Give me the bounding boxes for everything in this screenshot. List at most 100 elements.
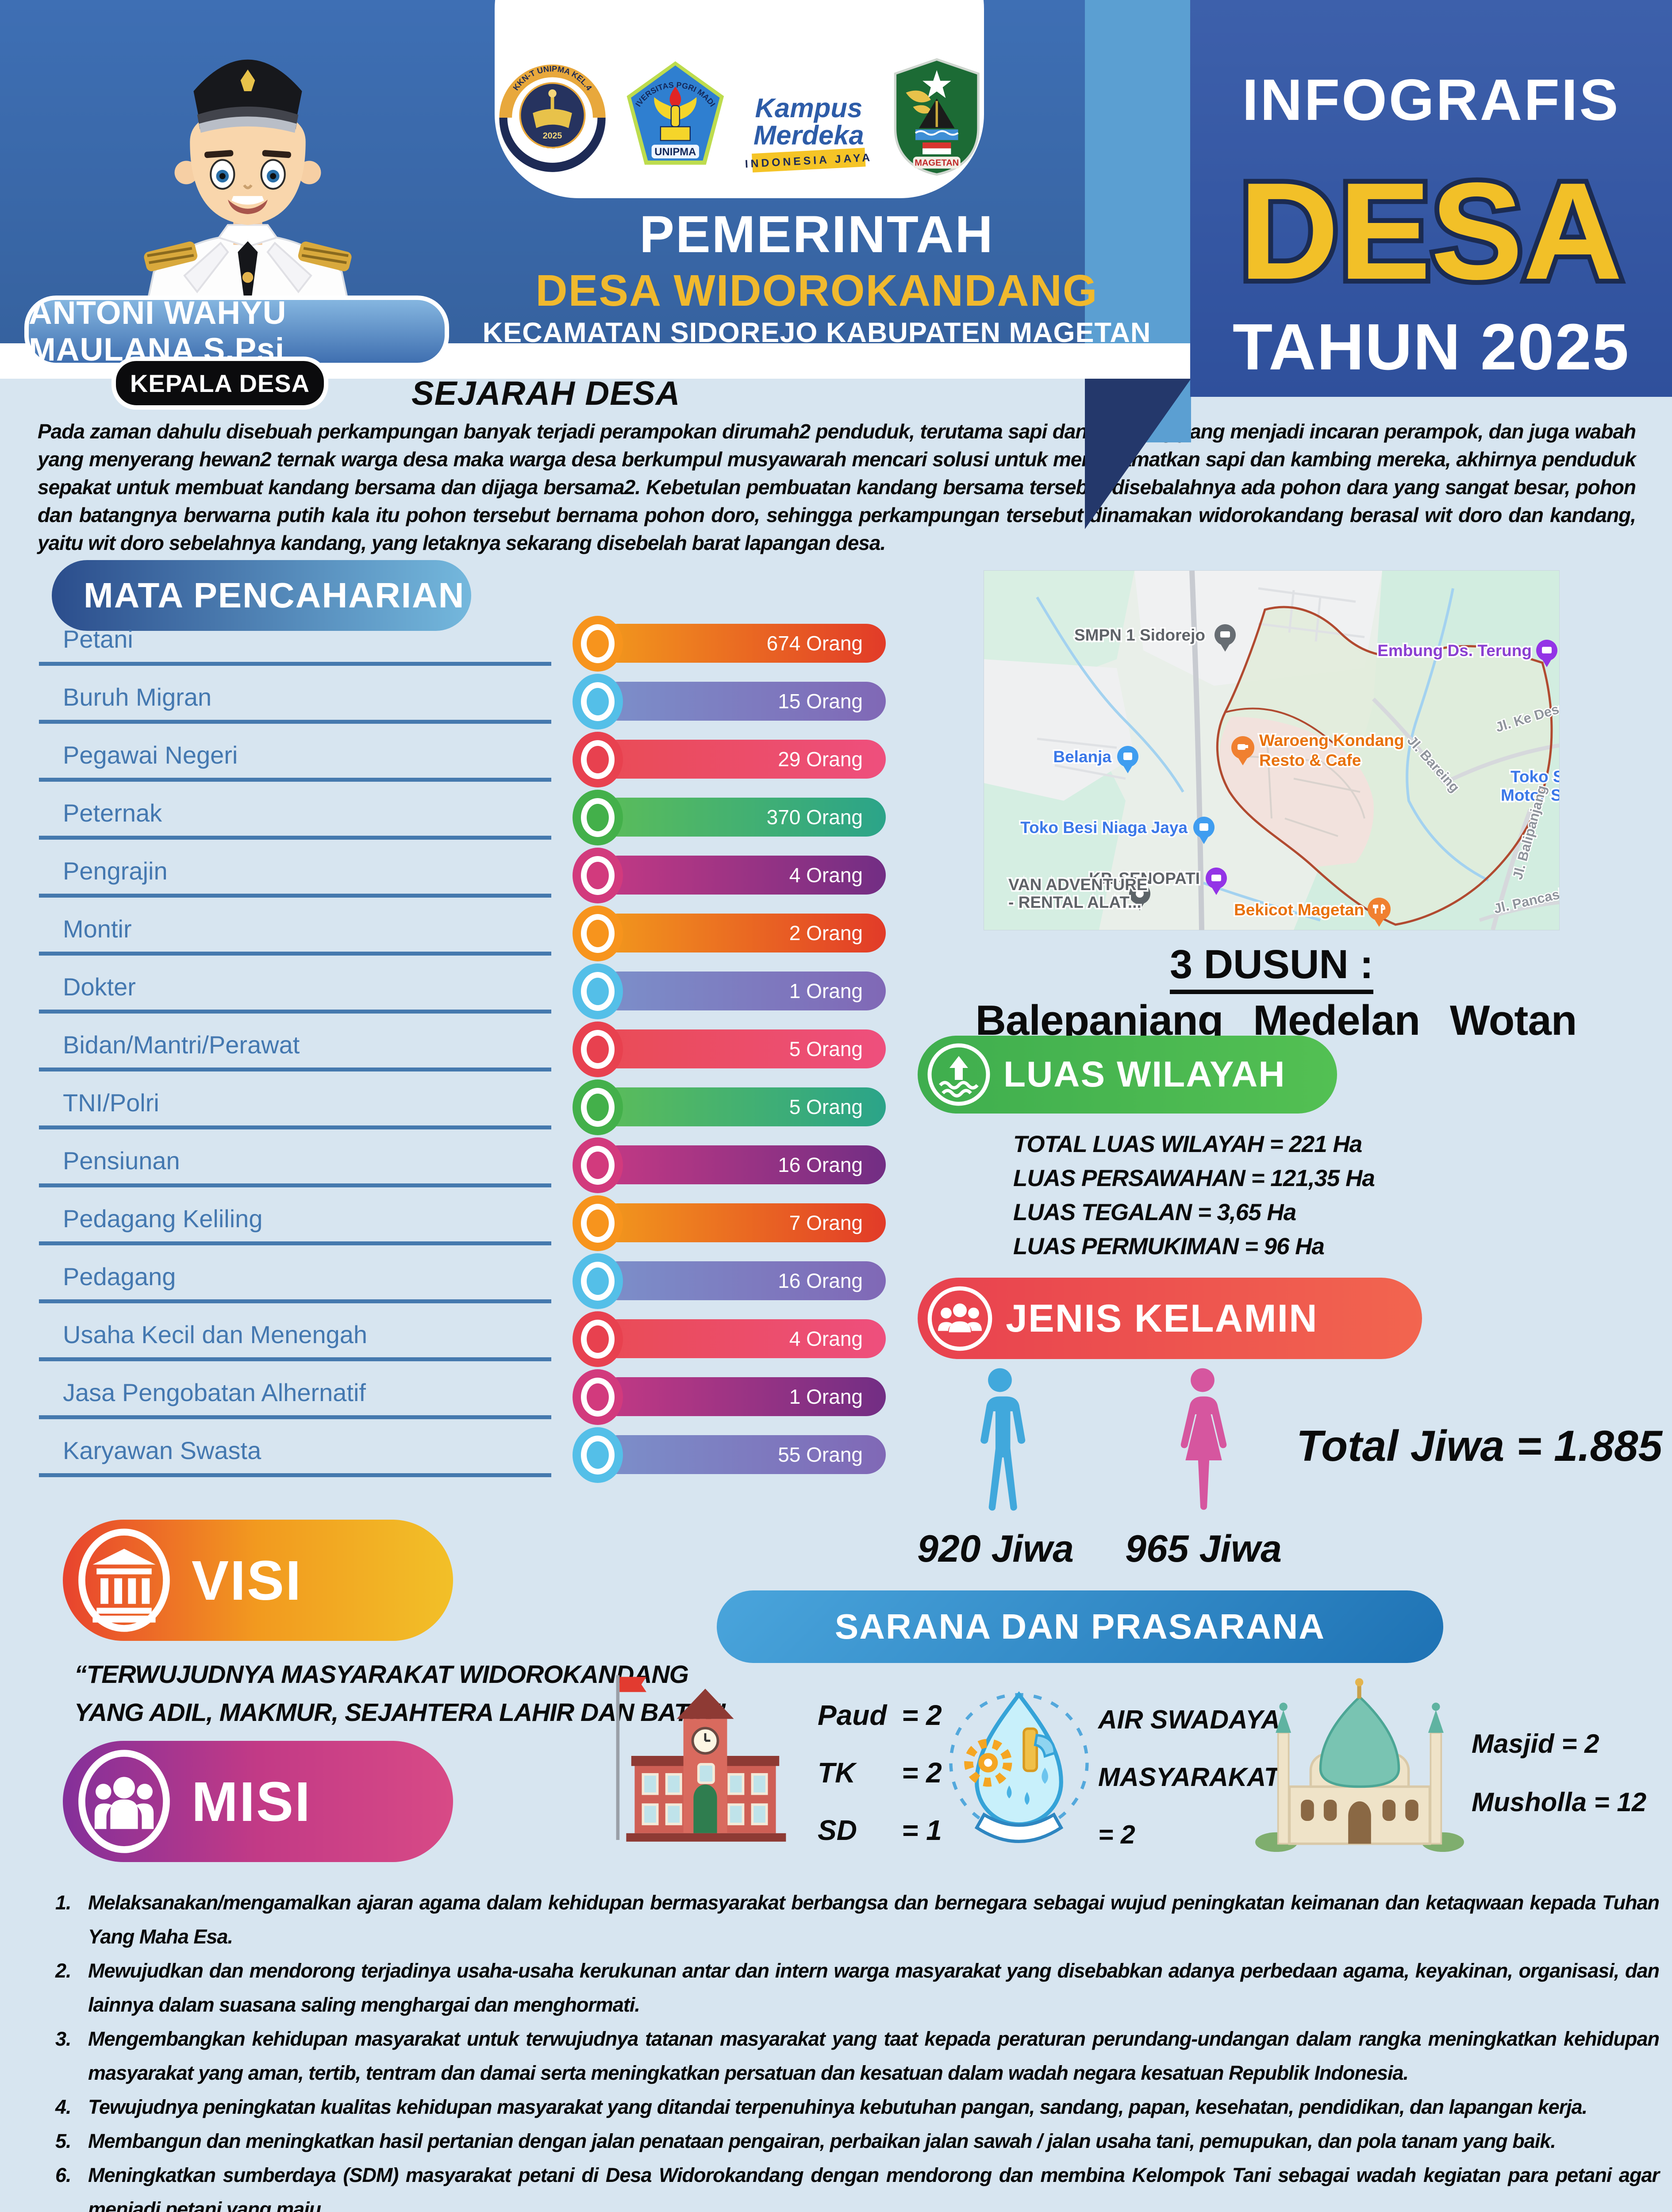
map-marker-cafe-waroeng [1231,736,1254,765]
map-label-bekicot: Bekicot Magetan [1234,901,1364,919]
map-label-van-2: - RENTAL ALAT... [1008,893,1142,911]
misi-item: Meningkatkan sumberdaya (SDM) masyarakat… [55,2158,1660,2212]
official-role-plate: KEPALA DESA [111,357,328,410]
map-marker-shopping-tokobesi [1193,817,1215,844]
kampus-merdeka-line1: Kampus [755,93,862,123]
musholla-count: Musholla = 12 [1472,1787,1647,1817]
desa-wordmark-text: DESA [1239,154,1623,308]
people-icon [63,1748,174,1855]
occupation-underline [39,1415,551,1419]
sejarah-title: SEJARAH DESA [411,375,680,412]
occupation-label: Pedagang [63,1263,176,1290]
map-label-senopati: KP. SENOPATI [1089,869,1200,887]
bullet-circle-icon [573,1079,623,1135]
luas-wilayah-stats: TOTAL LUAS WILAYAH = 221 Ha LUAS PERSAWA… [1013,1127,1375,1263]
bullet-circle-icon [573,1253,623,1309]
worship-counts: Masjid = 2 Musholla = 12 [1472,1715,1646,1832]
occupation-underline [39,1357,551,1361]
dusun-heading: 3 DUSUN : [984,941,1559,994]
bullet-circle-icon [573,1427,623,1483]
occupation-underline [39,836,551,840]
school-illustration [604,1663,806,1848]
occupation-row: Pengrajin 4 Orang [0,848,1672,913]
occupation-value: 5 Orang [789,1037,863,1060]
map-marker-generic-van [1129,883,1150,910]
occupation-row: Pegawai Negeri 29 Orang [0,732,1672,797]
title-village: DESA WIDOROKANDANG [535,266,1098,315]
male-count: 920 Jiwa [917,1528,1074,1570]
visi-quote-line1: “TERWUJUDNYA MASYARAKAT WIDOROKANDANG [74,1660,689,1689]
occupation-label: Peternak [63,799,162,827]
bullet-circle-icon [573,732,623,787]
logo-pill: 2025 KKN-T UNIPMA KEL.4 DESA WIDORO KAND… [495,0,984,198]
luas-permukiman: LUAS PERMUKIMAN = 96 Ha [1013,1233,1325,1260]
occupation-underline [39,1473,551,1477]
infografis-panel [1190,0,1672,397]
occupation-row: Usaha Kecil dan Menengah 4 Orang [0,1311,1672,1376]
bullet-circle-icon [573,964,623,1019]
air-swadaya-label: AIR SWADAYA MASYARAKAT = 2 [1098,1691,1280,1863]
magetan-crest-name: MAGETAN [915,158,959,168]
occupation-row: Buruh Migran 15 Orang [0,674,1672,739]
school-value: = 2 [902,1699,942,1731]
occupation-label: Pedagang Keliling [63,1205,263,1233]
occupation-bar: 55 Orang [598,1435,886,1474]
title-pemerintah: PEMERINTAH [639,205,994,264]
occupation-bar: 29 Orang [598,740,886,779]
jenis-kelamin-header: JENIS KELAMIN [918,1278,1422,1359]
occupation-label: Pensiunan [63,1147,180,1175]
air-line3: = 2 [1098,1820,1135,1849]
occupation-value: 2 Orang [789,922,863,945]
luas-total: TOTAL LUAS WILAYAH = 221 Ha [1013,1131,1362,1157]
jenis-kelamin-title: JENIS KELAMIN [1006,1296,1318,1340]
occupation-value: 4 Orang [789,864,863,887]
mata-pencaharian-header: MATA PENCAHARIAN [52,560,471,631]
bullet-circle-icon [573,1195,623,1251]
village-map: SMPN 1 Sidorejo Embung Ds. Terung Belanj… [984,570,1560,930]
people-group-icon [918,1284,994,1353]
occupation-label: Buruh Migran [63,683,212,711]
occupation-value: 4 Orang [789,1327,863,1350]
infografis-title: INFOGRAFIS [1242,67,1620,132]
occupation-underline [39,778,551,782]
occupation-row: Karyawan Swasta 55 Orang [0,1427,1672,1492]
occupation-value: 7 Orang [789,1211,863,1234]
occupation-bar: 7 Orang [598,1203,886,1242]
luas-wilayah-title: LUAS WILAYAH [1003,1054,1286,1094]
bank-icon [63,1527,174,1633]
desa-wordmark: DESA [1203,133,1659,319]
map-label-tokos-1: Toko S [1511,768,1559,786]
tahun-title: TAHUN 2025 [1232,311,1630,384]
luas-persawahan: LUAS PERSAWAHAN = 121,35 Ha [1013,1165,1375,1191]
occupation-label: Pegawai Negeri [63,741,238,769]
map-marker-shopping-belanja [1117,746,1138,773]
air-line1: AIR SWADAYA [1098,1705,1280,1734]
occupation-label: Karyawan Swasta [63,1436,261,1464]
kkn-unipma-badge-logo: 2025 KKN-T UNIPMA KEL.4 DESA WIDORO KAND… [496,61,609,174]
luas-tegalan: LUAS TEGALAN = 3,65 Ha [1013,1199,1296,1225]
occupation-value: 15 Orang [778,690,863,713]
occupation-row: Pensiunan 16 Orang [0,1137,1672,1202]
occupation-label: Dokter [63,973,136,1001]
magetan-crest-logo: MAGETAN [894,58,980,176]
misi-item: Tewujudnya peningkatan kualitas kehidupa… [55,2090,1587,2124]
water-illustration [946,1671,1092,1859]
school-name: Paud [818,1699,887,1731]
school-name: SD [818,1814,857,1846]
occupation-row: Bidan/Mantri/Perawat 5 Orang [0,1022,1672,1087]
visi-header: VISI [63,1520,453,1641]
bullet-circle-icon [573,1137,623,1193]
dusun-heading-text: 3 DUSUN : [1169,942,1374,994]
masjid-count: Masjid = 2 [1472,1729,1599,1759]
kampus-merdeka-line2: Merdeka [753,120,864,150]
visi-title: VISI [192,1549,303,1612]
misi-list: Melaksanakan/mengamalkan ajaran agama da… [38,1886,1660,2212]
occupation-label: Jasa Pengobatan Alhernatif [63,1379,366,1406]
occupation-bar: 4 Orang [598,1319,886,1358]
map-label-tokos-2: Motor Shind [1501,786,1559,804]
luas-wilayah-header: LUAS WILAYAH [918,1036,1337,1114]
sarana-header: SARANA DAN PRASARANA [717,1590,1443,1663]
occupation-label: Usaha Kecil dan Menengah [63,1321,368,1348]
occupation-underline [39,1125,551,1129]
